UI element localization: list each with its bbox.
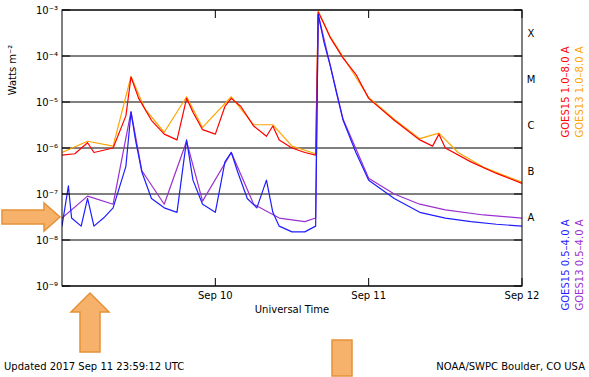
legend-entry: GOES15 0.5–4.0 A (560, 219, 571, 310)
flare-class-label: C (528, 120, 535, 131)
x-tick-label: Sep 11 (351, 290, 386, 301)
y-tick (62, 194, 70, 195)
y-tick (62, 56, 70, 57)
y-tick (514, 56, 522, 57)
x-tick (368, 278, 369, 286)
grid-line (62, 56, 522, 57)
footer-credit: NOAA/SWPC Boulder, CO USA (436, 361, 585, 372)
series-line (62, 11, 522, 182)
y-tick-label: 10⁻⁴ (36, 51, 58, 62)
y-tick-label: 10⁻⁷ (36, 189, 58, 200)
grid-line (62, 240, 522, 241)
x-tick (215, 10, 216, 18)
y-tick (62, 286, 70, 287)
flare-class-label: B (528, 166, 535, 177)
x-tick-label: Sep 12 (505, 290, 540, 301)
grid-line (62, 102, 522, 103)
legend-entry: GOES13 0.5–4.0 A (574, 219, 585, 310)
y-tick-label: 10⁻⁸ (36, 235, 58, 246)
y-tick (62, 102, 70, 103)
plot-frame (62, 10, 522, 286)
legend-entry: GOES15 1.0–8.0 A (560, 46, 571, 137)
y-tick-label: 10⁻⁵ (36, 97, 58, 108)
y-tick (514, 240, 522, 241)
y-tick (514, 102, 522, 103)
x-tick (215, 278, 216, 286)
overlay-block (332, 340, 352, 376)
y-tick-label: 10⁻⁹ (36, 281, 58, 292)
y-tick (514, 194, 522, 195)
y-tick (514, 148, 522, 149)
overlay-arrow-right (2, 203, 60, 231)
y-tick (62, 240, 70, 241)
overlay-arrow-up (71, 293, 109, 352)
chart: 10⁻⁹ 10⁻⁸ 10⁻⁷ 10⁻⁶ 10⁻⁵ 10⁻⁴ 10⁻³ Sep 10 Sep 11… (0, 0, 589, 377)
y-tick (514, 286, 522, 287)
grid-line (62, 194, 522, 195)
y-axis-title: Watts m⁻² (7, 45, 18, 96)
y-tick-label: 10⁻⁶ (36, 143, 58, 154)
flare-class-label: M (527, 74, 536, 85)
y-tick-label: 10⁻³ (36, 5, 58, 16)
flare-class-label: A (528, 212, 535, 223)
series-group (62, 11, 522, 232)
footer-updated: Updated 2017 Sep 11 23:59:12 UTC (4, 361, 184, 372)
flare-class-label: X (528, 28, 535, 39)
x-tick (522, 278, 523, 286)
series-line (62, 12, 522, 183)
y-tick (62, 10, 70, 11)
x-tick (522, 10, 523, 18)
x-tick-label: Sep 10 (198, 290, 233, 301)
plot-area (62, 10, 522, 286)
y-tick (514, 10, 522, 11)
legend-entry: GOES13 1.0–8.0 A (574, 46, 585, 137)
y-tick (62, 148, 70, 149)
x-tick (368, 10, 369, 18)
series-line (62, 14, 522, 231)
x-axis-title: Universal Time (255, 304, 329, 315)
